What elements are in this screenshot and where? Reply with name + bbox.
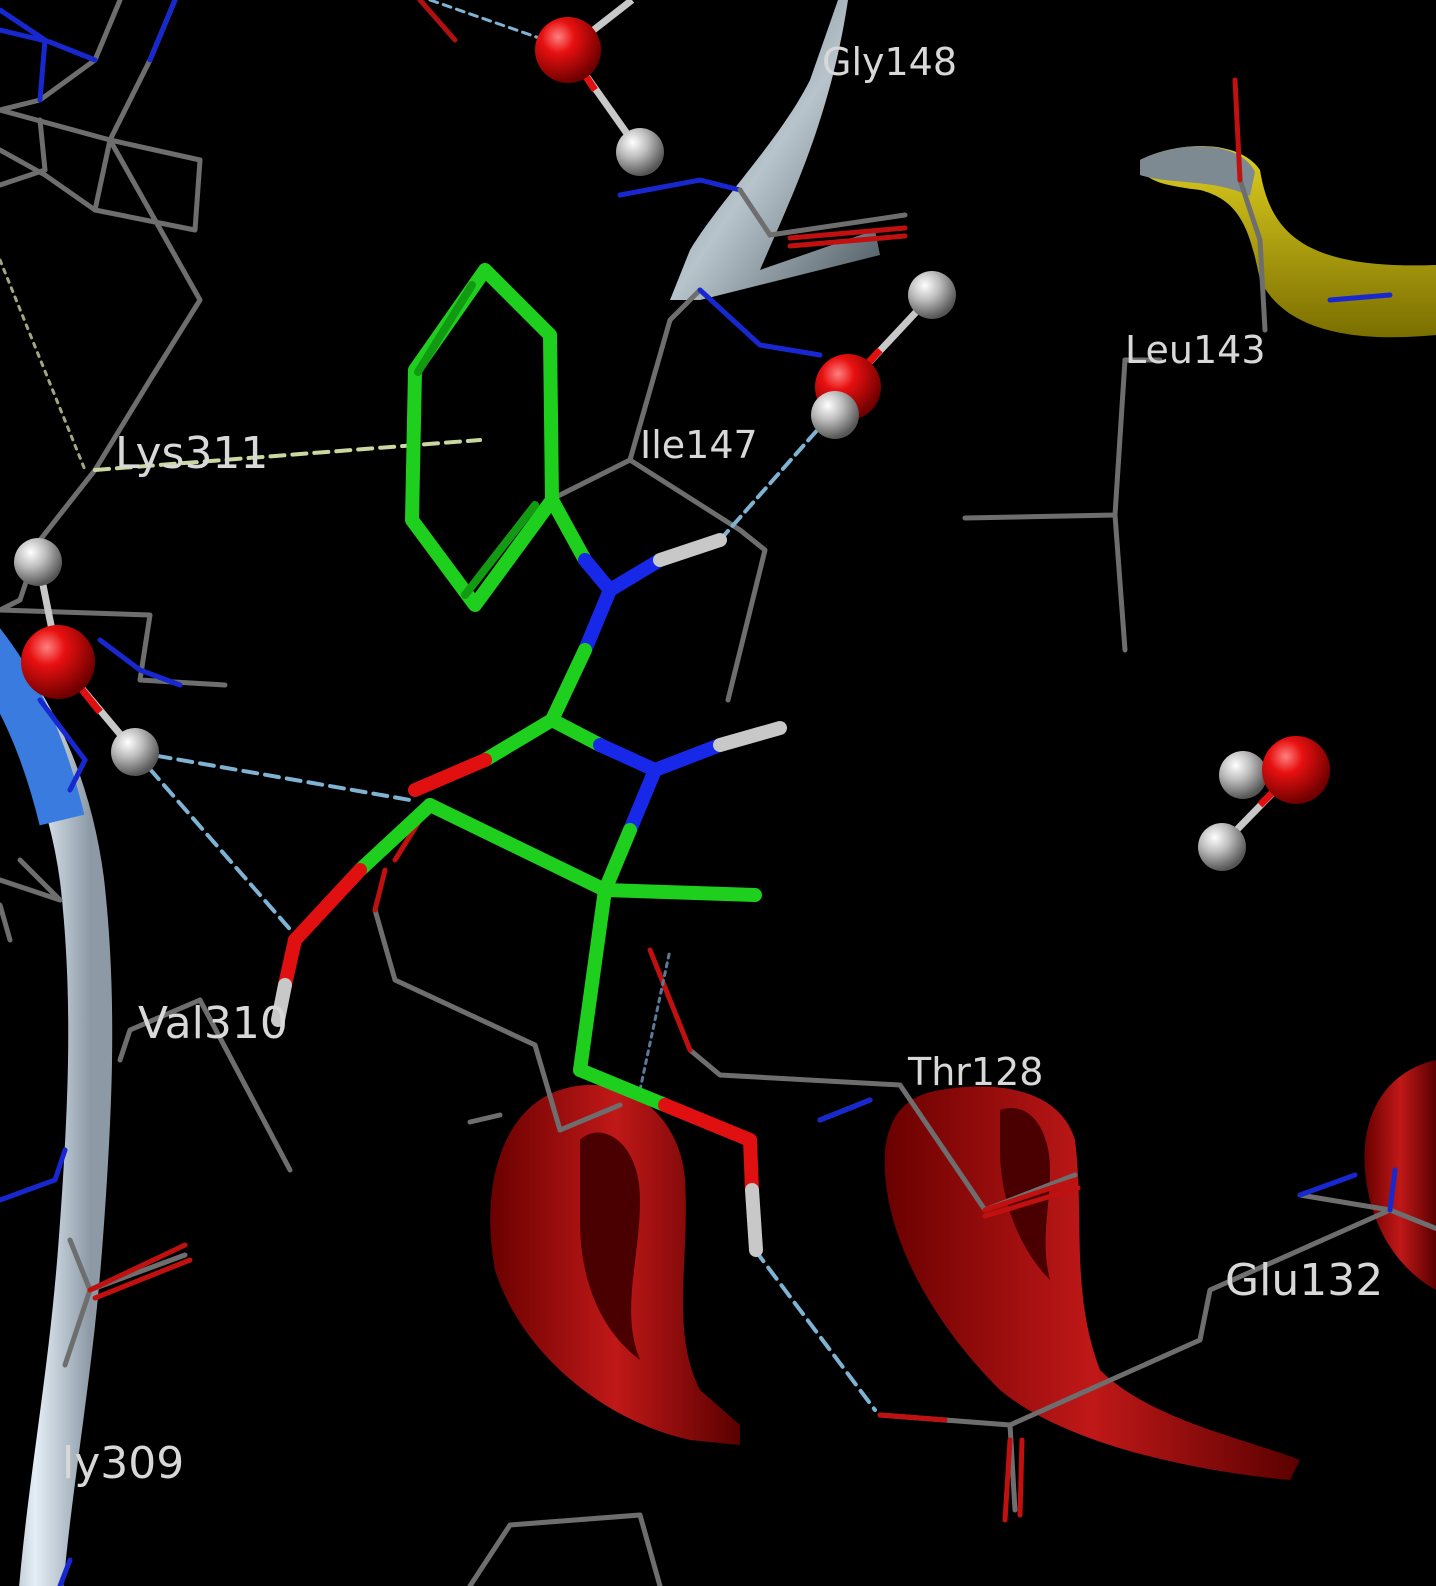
alpha-helix-right: [884, 1086, 1300, 1480]
label-glu132: Glu132: [1225, 1255, 1383, 1306]
label-gly309: ly309: [62, 1438, 184, 1489]
residue-labels: Gly148 Leu143 Lys311 Ile147 Val310 Thr12…: [62, 40, 1383, 1489]
label-thr128: Thr128: [907, 1050, 1043, 1094]
hbond-3: [718, 408, 837, 542]
label-gly148: Gly148: [822, 40, 957, 84]
vdw-line: [0, 258, 87, 472]
alpha-helix-far-right: [1364, 1060, 1436, 1290]
label-lys311: Lys311: [115, 428, 268, 479]
hbond-4: [753, 1248, 877, 1412]
water-hydrogen: [908, 271, 956, 319]
beta-strand-yellow: [1140, 146, 1436, 338]
beta-strand-yellow-grey: [1140, 146, 1255, 196]
water-oxygen: [21, 625, 95, 699]
ligand-phenyl-ring: [405, 263, 559, 612]
water-hydrogen: [111, 728, 159, 776]
water-hydrogen: [1198, 823, 1246, 871]
ligand: [271, 263, 787, 1257]
hbond-2: [133, 750, 297, 937]
label-leu143: Leu143: [1125, 328, 1266, 372]
waters: [14, 0, 1330, 871]
water-hydrogen: [616, 128, 664, 176]
label-ile147: Ile147: [640, 423, 758, 467]
beta-strand-top: [670, 0, 880, 300]
water-hydrogen: [14, 538, 62, 586]
label-val310: Val310: [138, 998, 288, 1049]
alpha-helix-middle-inner: [580, 1132, 640, 1360]
protein-heteroatoms: [0, 0, 1398, 1586]
vdw-line-2: [638, 948, 672, 1092]
water-hydrogen: [1219, 751, 1267, 799]
water-oxygen: [535, 17, 601, 83]
water-hydrogen: [811, 391, 859, 439]
hbond-1: [133, 750, 412, 802]
coil-tube-left-blue: [0, 628, 85, 826]
hbond-top: [428, 0, 547, 42]
water-oxygen: [1262, 736, 1330, 804]
